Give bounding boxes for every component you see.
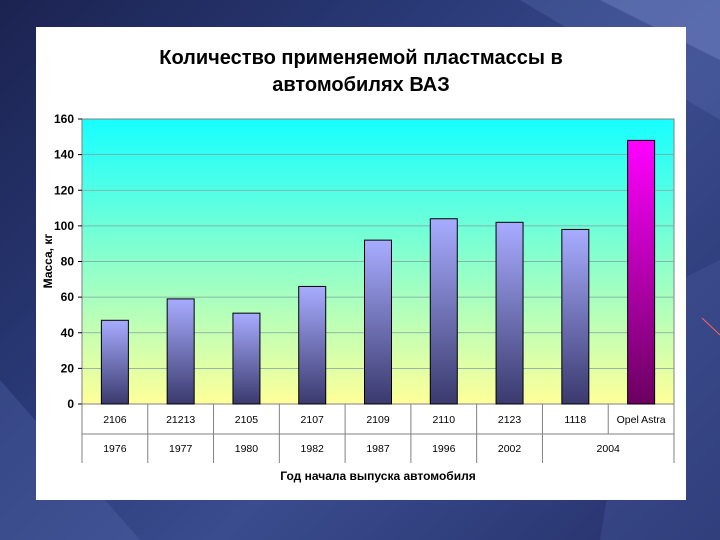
- x-category-label: 2107: [301, 414, 325, 426]
- bars: [100, 139, 656, 405]
- x-year-label: 1976: [103, 443, 127, 455]
- bar-1118: [561, 228, 590, 405]
- x-category-label: 2105: [235, 414, 259, 426]
- y-tick-label: 80: [61, 255, 75, 269]
- y-tick-label: 140: [54, 148, 74, 162]
- x-axis-table: 2106 21213 2105 2107 2109 2110 2123 1118 Opel As…: [81, 404, 675, 463]
- x-year-label: 1987: [366, 443, 390, 455]
- bar-2109: [364, 239, 392, 405]
- x-year-label: 1996: [432, 443, 456, 455]
- x-year-label: 1980: [235, 443, 259, 455]
- x-year-label: 2002: [498, 443, 522, 455]
- y-tick-label: 120: [54, 183, 74, 197]
- x-year-label: 1982: [301, 443, 325, 455]
- y-tick-label: 0: [67, 397, 74, 411]
- y-axis-ticks: 0 20 40 60 80 100 120 140 160: [54, 112, 82, 411]
- x-year-label: 1977: [169, 443, 193, 455]
- bar-2106: [100, 319, 129, 405]
- y-axis-title: Масса, кг: [41, 234, 55, 289]
- chart-title-line-2: автомобилях ВАЗ: [272, 74, 450, 96]
- bar-21213: [166, 298, 195, 405]
- chart-title-line-1: Количество применяемой пластмассы в: [159, 47, 563, 69]
- chart-panel: Количество применяемой пластмассы в авто…: [36, 27, 686, 500]
- x-category-label: 2110: [432, 414, 455, 426]
- y-tick-label: 60: [61, 290, 75, 304]
- y-tick-label: 20: [61, 361, 75, 375]
- y-tick-label: 40: [61, 326, 75, 340]
- x-category-label: 2106: [103, 414, 127, 426]
- bar-2107: [298, 285, 327, 405]
- x-category-label: Opel Astra: [617, 414, 666, 426]
- chart-title: Количество применяемой пластмассы в авто…: [36, 45, 686, 99]
- x-category-label: 2109: [366, 414, 390, 426]
- x-category-label: 21213: [166, 414, 195, 426]
- y-tick-label: 160: [54, 112, 74, 126]
- bar-opel-astra: [627, 139, 656, 405]
- bar-2123: [495, 221, 524, 405]
- bar-2105: [232, 312, 261, 405]
- x-category-label: 1118: [564, 414, 586, 426]
- bar-2110: [429, 218, 458, 405]
- x-category-label: 2123: [498, 414, 522, 426]
- x-year-label: 2004: [597, 443, 621, 455]
- x-axis-title: Год начала выпуска автомобиля: [280, 469, 475, 483]
- y-tick-label: 100: [54, 219, 74, 233]
